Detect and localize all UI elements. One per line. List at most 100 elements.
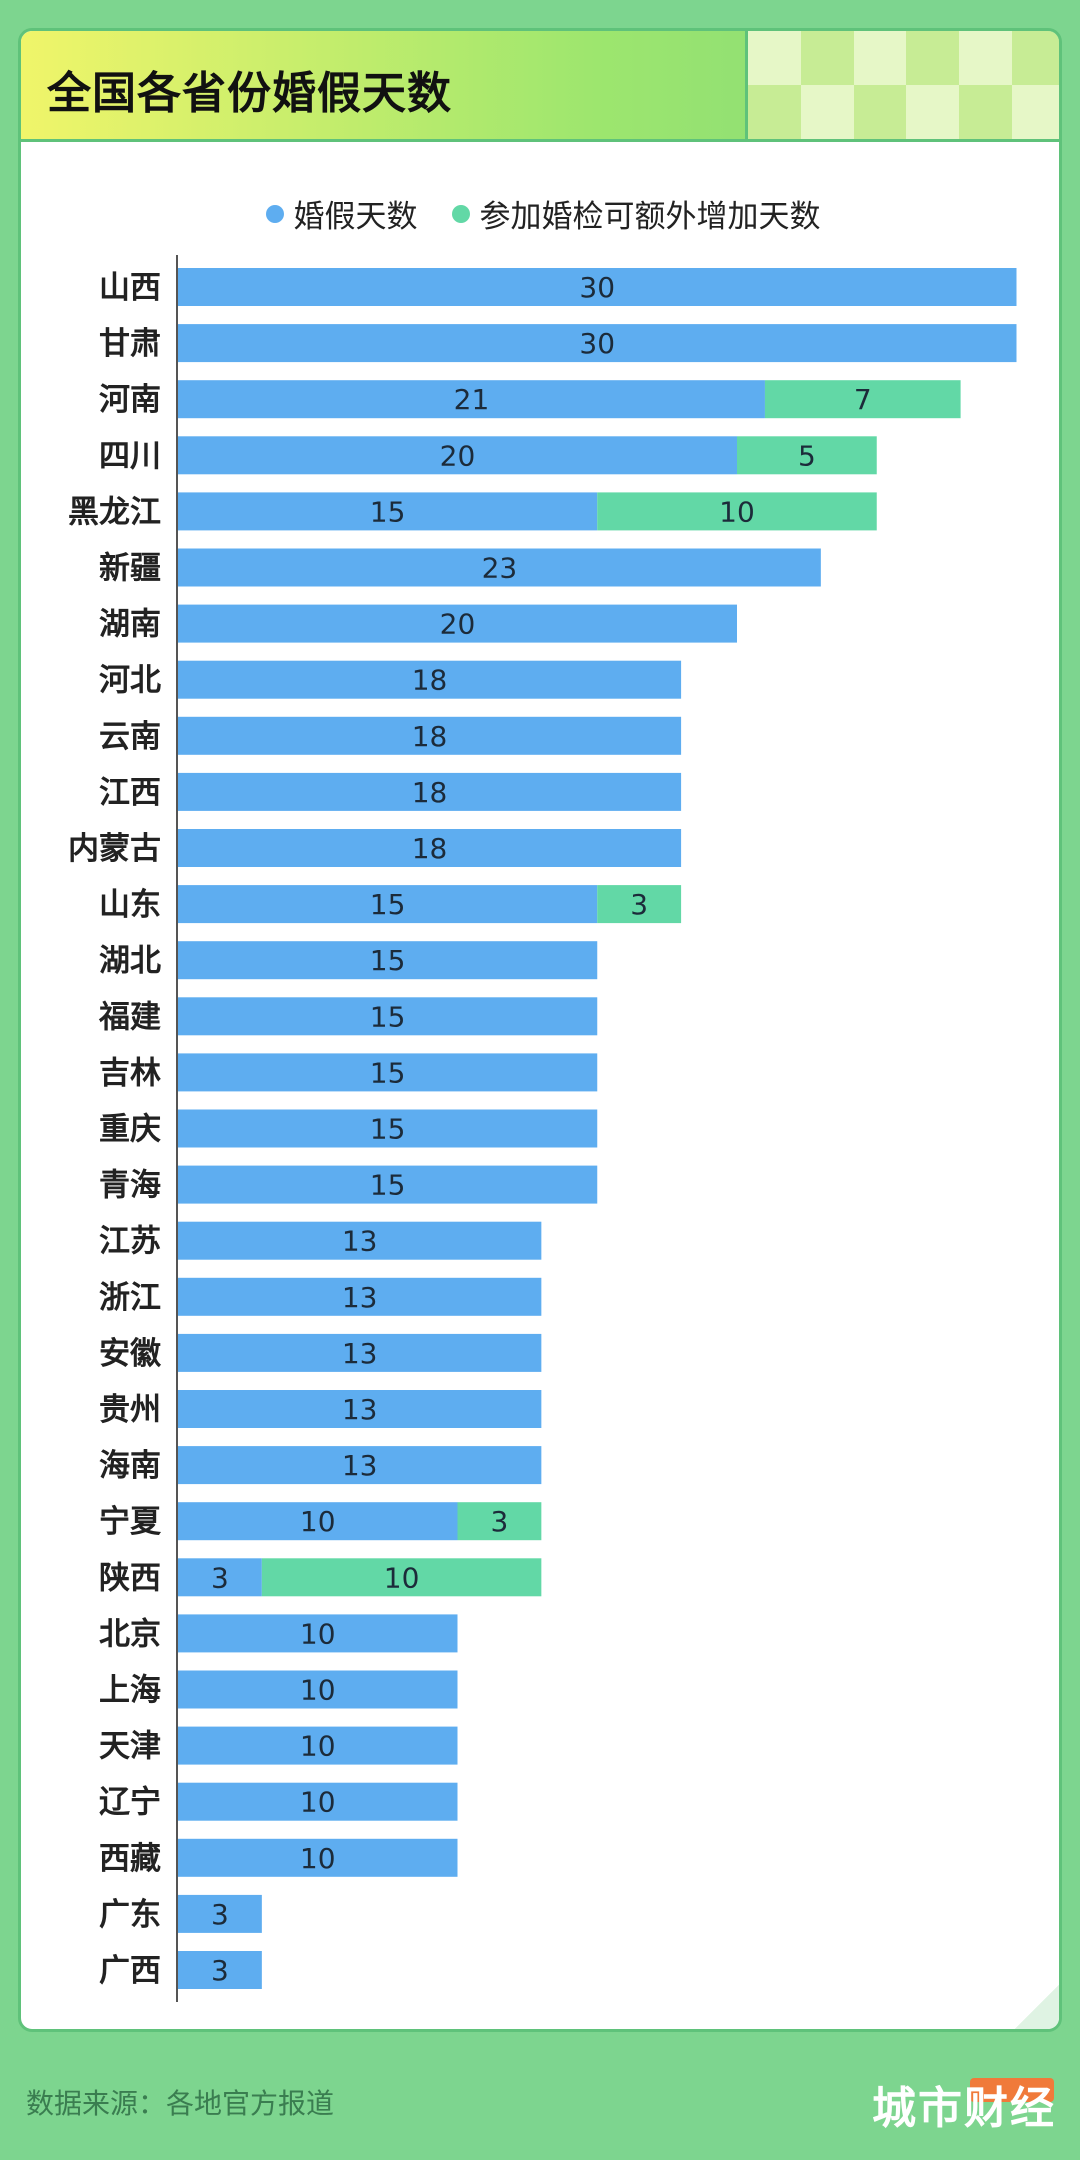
category-label: 云南 (99, 719, 161, 755)
bar-series1 (178, 772, 682, 811)
bar-value-series1: 15 (370, 944, 406, 977)
category-label: 辽宁 (99, 1785, 161, 1821)
bar-series1 (178, 1109, 598, 1148)
page-fold-decoration (1015, 1985, 1059, 2029)
legend-item-series1: 婚假天数 (265, 191, 418, 236)
bar-value-series1: 15 (370, 1056, 406, 1089)
bar-value-series1: 13 (342, 1225, 378, 1258)
bar-series1 (178, 1446, 542, 1485)
bar-chart: 山西 30 甘肃 30 河南 21 7 四川 20 5 黑龙江 15 10 新疆 23 湖南 20 河北 18 云南 1… (68, 255, 1017, 2002)
bar-value-series1: 30 (579, 327, 615, 360)
bar-value-series1: 13 (342, 1281, 378, 1314)
bar-series1 (178, 829, 682, 867)
bar-value-series1: 10 (300, 1842, 336, 1875)
category-label: 陕西 (99, 1560, 161, 1596)
bar-series1 (178, 1277, 542, 1316)
category-label: 西藏 (99, 1841, 161, 1877)
bar-value-series1: 20 (440, 439, 476, 472)
bar-value-series1: 18 (412, 664, 448, 697)
bar-series1 (178, 1221, 542, 1260)
bar-series2 (764, 380, 961, 419)
category-label: 广西 (99, 1953, 161, 1989)
legend-dot-series1-icon (265, 204, 284, 223)
bar-value-series1: 15 (370, 1113, 406, 1146)
category-label: 甘肃 (99, 326, 161, 362)
bar-series1 (178, 885, 598, 924)
category-label: 宁夏 (99, 1504, 162, 1540)
bar-value-series1: 3 (211, 1898, 229, 1931)
bar-value-series1: 13 (342, 1393, 378, 1426)
category-label: 青海 (99, 1168, 161, 1204)
bar-value-series1: 18 (412, 776, 448, 809)
bar-series1 (178, 1614, 458, 1653)
bar-value-series2: 5 (798, 439, 816, 472)
bar-series1 (178, 324, 1017, 363)
bar-value-series1: 10 (300, 1674, 336, 1707)
bar-value-series2: 10 (384, 1561, 420, 1594)
category-label: 重庆 (99, 1112, 161, 1148)
bar-value-series1: 30 (579, 271, 615, 304)
chart-card: 全国各省份婚假天数 婚假天数 参加婚检可额外增加天数 山西 30 甘肃 30 河南 21 7… (18, 28, 1062, 2032)
bar-series2 (261, 1558, 542, 1597)
bar-series1 (178, 716, 682, 755)
category-label: 江西 (99, 775, 161, 811)
bar-series1 (178, 660, 682, 699)
bar-series1 (178, 548, 821, 587)
bar-series1 (178, 1951, 262, 1989)
bar-series1 (178, 380, 765, 419)
bar-value-series1: 18 (412, 832, 448, 865)
bar-value-series1: 10 (300, 1786, 336, 1819)
category-label: 山西 (99, 270, 161, 306)
data-source: 数据来源：各地官方报道 (26, 2087, 335, 2120)
bar-series1 (178, 1333, 542, 1372)
category-label: 新疆 (99, 551, 161, 587)
category-label: 福建 (98, 999, 161, 1035)
bar-series1 (178, 1165, 598, 1204)
bar-value-series1: 18 (412, 720, 448, 753)
category-label: 江苏 (99, 1224, 161, 1260)
category-label: 四川 (99, 438, 161, 474)
bar-series1 (178, 1390, 542, 1428)
category-label: 内蒙古 (68, 831, 161, 867)
logo-tag-decoration (970, 2078, 1054, 2102)
bar-series1 (178, 268, 1017, 306)
bar-series1 (178, 1053, 598, 1092)
category-label: 湖南 (99, 607, 161, 643)
legend-label-series2: 参加婚检可额外增加天数 (479, 199, 821, 235)
bar-series2 (597, 885, 682, 924)
bar-value-series1: 23 (482, 552, 518, 585)
bar-value-series1: 15 (370, 1169, 406, 1202)
bar-series1 (178, 492, 598, 531)
category-label: 北京 (99, 1616, 161, 1652)
chart-title: 全国各省份婚假天数 (47, 68, 452, 119)
category-label: 贵州 (99, 1392, 161, 1428)
bar-series1 (178, 604, 737, 643)
checker-decoration (745, 31, 1059, 139)
bar-value-series1: 21 (454, 383, 490, 416)
legend-item-series2: 参加婚检可额外增加天数 (451, 191, 821, 236)
bar-value-series2: 7 (854, 383, 872, 416)
category-label: 吉林 (99, 1055, 161, 1091)
bar-series1 (178, 1502, 458, 1541)
category-label: 黑龙江 (68, 494, 161, 530)
bar-series1 (178, 1894, 262, 1933)
bar-value-series1: 10 (300, 1617, 336, 1650)
bar-value-series1: 15 (370, 1000, 406, 1033)
bar-series1 (178, 941, 598, 980)
bar-value-series2: 3 (491, 1505, 509, 1538)
legend-label-series1: 婚假天数 (293, 199, 418, 235)
bar-series1 (178, 1558, 262, 1597)
bar-value-series1: 20 (440, 608, 476, 641)
category-label: 海南 (99, 1448, 161, 1484)
bar-value-series1: 3 (211, 1954, 229, 1987)
bar-series1 (178, 1838, 458, 1877)
category-label: 河北 (99, 663, 161, 699)
category-label: 浙江 (99, 1280, 161, 1316)
bar-value-series1: 10 (300, 1505, 336, 1538)
bar-series1 (178, 997, 598, 1036)
bar-value-series2: 3 (630, 888, 648, 921)
category-label: 广东 (99, 1897, 161, 1933)
bar-series2 (597, 492, 877, 531)
category-label: 河南 (99, 382, 161, 418)
category-label: 山东 (99, 887, 161, 923)
